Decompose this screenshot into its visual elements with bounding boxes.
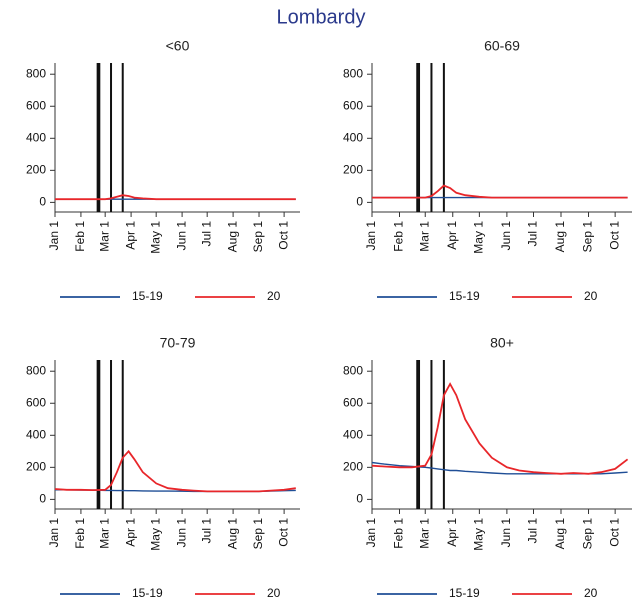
x-tick-label: Aug 1 <box>225 221 239 253</box>
x-tick-label: Oct 1 <box>607 221 621 250</box>
x-tick-label: Jul 1 <box>199 221 213 247</box>
x-tick-label: Feb 1 <box>392 221 406 252</box>
y-tick-label: 600 <box>343 395 363 409</box>
panel-title: <60 <box>166 38 190 54</box>
y-tick-label: 0 <box>356 492 363 506</box>
x-tick-label: May 1 <box>148 221 162 254</box>
x-tick-label: Mar 1 <box>417 221 431 252</box>
panel-title: 70-79 <box>160 335 196 351</box>
legend-label: 20 <box>267 586 281 600</box>
y-tick-label: 800 <box>26 66 46 80</box>
panel-title: 60-69 <box>484 38 520 54</box>
y-tick-label: 200 <box>26 460 46 474</box>
x-tick-label: Jun 1 <box>499 221 513 251</box>
x-tick-label: Aug 1 <box>553 518 567 550</box>
x-tick-label: Jul 1 <box>526 518 540 544</box>
y-tick-label: 0 <box>39 492 46 506</box>
x-tick-label: Mar 1 <box>417 518 431 549</box>
series-line <box>371 382 629 475</box>
x-tick-label: Jul 1 <box>526 221 540 247</box>
x-tick-label: Sep 1 <box>581 518 595 550</box>
x-tick-label: Mar 1 <box>97 518 111 549</box>
x-tick-label: May 1 <box>472 518 486 551</box>
y-tick-label: 400 <box>343 130 363 144</box>
x-tick-label: Sep 1 <box>251 221 265 253</box>
legend-label: 15-19 <box>132 586 163 600</box>
x-tick-label: Jul 1 <box>199 518 213 544</box>
y-tick-label: 800 <box>343 363 363 377</box>
x-tick-label: Feb 1 <box>392 518 406 549</box>
panel-title: 80+ <box>490 335 514 351</box>
legend-label: 15-19 <box>449 586 480 600</box>
x-tick-label: Jan 1 <box>364 518 378 548</box>
x-tick-label: Apr 1 <box>445 221 459 250</box>
y-tick-label: 0 <box>356 195 363 209</box>
y-tick-label: 800 <box>26 363 46 377</box>
x-tick-label: Oct 1 <box>276 221 290 250</box>
x-tick-label: May 1 <box>148 518 162 551</box>
legend-label: 15-19 <box>449 289 480 303</box>
x-tick-label: Sep 1 <box>251 518 265 550</box>
x-tick-label: Aug 1 <box>553 221 567 253</box>
legend-label: 20 <box>584 586 598 600</box>
x-tick-label: Apr 1 <box>445 518 459 547</box>
series-line <box>372 184 628 199</box>
legend-label: 15-19 <box>132 289 163 303</box>
panel: <60 0 200 400 600 800 Jan 1 Feb 1 Mar 1 Apr 1 May … <box>26 38 300 303</box>
panel: 70-79 0 200 400 600 800 Jan 1 Feb 1 Mar 1 Apr 1 Ma… <box>26 335 300 600</box>
x-tick-label: Jan 1 <box>47 518 61 548</box>
y-tick-label: 600 <box>26 98 46 112</box>
legend-label: 20 <box>267 289 281 303</box>
y-tick-label: 200 <box>26 163 46 177</box>
x-tick-label: May 1 <box>472 221 486 254</box>
y-tick-label: 400 <box>26 130 46 144</box>
x-tick-label: Apr 1 <box>123 221 137 250</box>
x-tick-label: Jun 1 <box>174 221 188 251</box>
y-tick-label: 600 <box>26 395 46 409</box>
y-tick-label: 200 <box>343 460 363 474</box>
panel: 60-69 0 200 400 600 800 Jan 1 Feb 1 Mar 1 Apr 1 Ma… <box>343 38 632 303</box>
series-line <box>54 449 296 493</box>
x-tick-label: Aug 1 <box>225 518 239 550</box>
x-tick-label: Oct 1 <box>607 518 621 547</box>
panel: 80+ 0 200 400 600 800 Jan 1 Feb 1 Mar 1 Apr 1 May … <box>343 335 632 600</box>
x-tick-label: Feb 1 <box>73 518 87 549</box>
series-line <box>55 194 296 201</box>
legend-label: 20 <box>584 289 598 303</box>
y-tick-label: 0 <box>39 195 46 209</box>
x-tick-label: Jun 1 <box>499 518 513 548</box>
y-tick-label: 200 <box>343 163 363 177</box>
y-tick-label: 400 <box>343 427 363 441</box>
y-tick-label: 800 <box>343 66 363 80</box>
figure-title: Lombardy <box>277 6 366 28</box>
x-tick-label: Sep 1 <box>581 221 595 253</box>
x-tick-label: Oct 1 <box>276 518 290 547</box>
y-tick-label: 400 <box>26 427 46 441</box>
x-tick-label: Feb 1 <box>73 221 87 252</box>
x-tick-label: Mar 1 <box>97 221 111 252</box>
x-tick-label: Jan 1 <box>47 221 61 251</box>
x-tick-label: Jan 1 <box>364 221 378 251</box>
x-tick-label: Apr 1 <box>123 518 137 547</box>
y-tick-label: 600 <box>343 98 363 112</box>
x-tick-label: Jun 1 <box>174 518 188 548</box>
